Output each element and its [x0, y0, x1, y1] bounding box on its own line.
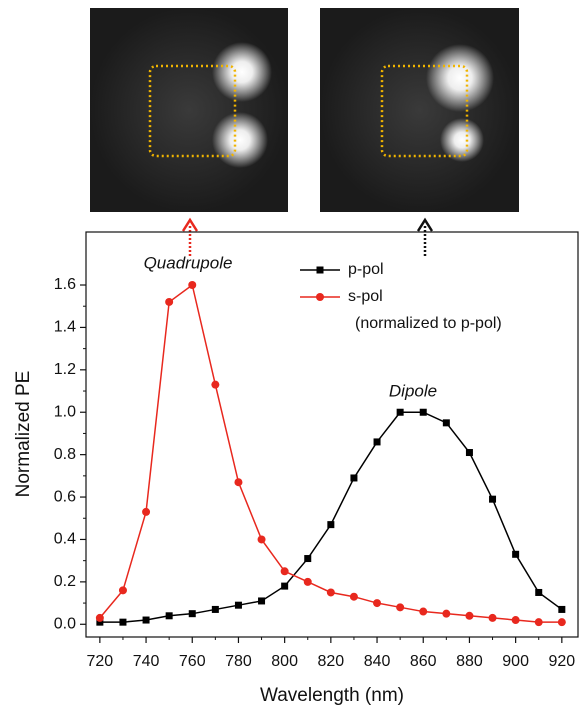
marker: [327, 521, 335, 529]
marker: [118, 586, 127, 595]
annotation: Dipole: [389, 381, 437, 400]
y-tick-label: 1.6: [54, 276, 76, 293]
marker: [419, 408, 427, 416]
marker: [442, 419, 450, 427]
legend-marker: [316, 293, 324, 301]
marker: [373, 599, 382, 608]
x-tick-label: 920: [548, 653, 575, 670]
y-tick-label: 1.4: [54, 319, 76, 336]
x-tick-label: 860: [410, 653, 437, 670]
marker: [396, 408, 404, 416]
x-tick-label: 880: [456, 653, 483, 670]
y-tick-label: 0.0: [54, 615, 76, 632]
marker: [258, 597, 266, 605]
arrow-red: [181, 217, 199, 256]
y-tick-label: 0.8: [54, 446, 76, 463]
marker: [119, 618, 127, 626]
marker: [95, 613, 104, 622]
x-tick-label: 900: [502, 653, 529, 670]
y-tick-label: 0.4: [54, 531, 76, 548]
marker: [211, 605, 219, 613]
series-line: [99, 283, 562, 623]
marker: [511, 616, 520, 625]
x-tick-label: 740: [133, 653, 160, 670]
x-tick-label: 800: [271, 653, 298, 670]
marker: [350, 474, 358, 482]
plot-frame: [85, 231, 579, 638]
marker: [326, 588, 335, 597]
arrow-black: [416, 217, 434, 256]
marker: [165, 612, 173, 620]
marker: [535, 588, 543, 596]
marker: [188, 610, 196, 618]
marker: [534, 618, 543, 627]
marker: [142, 616, 150, 624]
marker: [512, 550, 520, 558]
y-tick-label: 0.2: [54, 573, 76, 590]
marker: [303, 577, 312, 586]
marker: [234, 478, 243, 487]
x-tick-label: 840: [364, 653, 391, 670]
marker: [489, 495, 497, 503]
marker: [257, 535, 266, 544]
annotation: Quadrupole: [144, 253, 233, 272]
marker: [442, 609, 451, 618]
y-axis-label: Normalized PE: [13, 371, 34, 498]
x-axis-label: Wavelength (nm): [260, 685, 404, 706]
marker: [373, 438, 381, 446]
marker: [557, 618, 566, 627]
marker: [558, 605, 566, 613]
x-tick-label: 720: [87, 653, 114, 670]
legend-label: p-pol: [348, 261, 384, 278]
marker: [188, 281, 197, 290]
marker: [96, 618, 104, 626]
legend-label: s-pol: [348, 288, 383, 305]
marker: [281, 582, 289, 590]
image-right: [320, 8, 519, 212]
marker: [280, 567, 289, 576]
legend-marker: [316, 266, 324, 274]
x-tick-label: 760: [179, 653, 206, 670]
marker: [304, 555, 312, 563]
marker: [142, 507, 151, 516]
x-tick-label: 780: [225, 653, 252, 670]
legend-note: (normalized to p-pol): [355, 315, 502, 332]
marker: [349, 592, 358, 601]
marker: [465, 611, 474, 620]
marker: [465, 449, 473, 457]
marker: [165, 297, 174, 306]
marker: [419, 607, 428, 616]
y-tick-label: 0.6: [54, 488, 76, 505]
marker: [234, 601, 242, 609]
x-tick-label: 820: [317, 653, 344, 670]
y-tick-label: 1.0: [54, 403, 76, 420]
marker: [396, 603, 405, 612]
marker: [211, 380, 220, 389]
marker: [488, 613, 497, 622]
image-left: [90, 8, 288, 212]
y-tick-label: 1.2: [54, 361, 76, 378]
